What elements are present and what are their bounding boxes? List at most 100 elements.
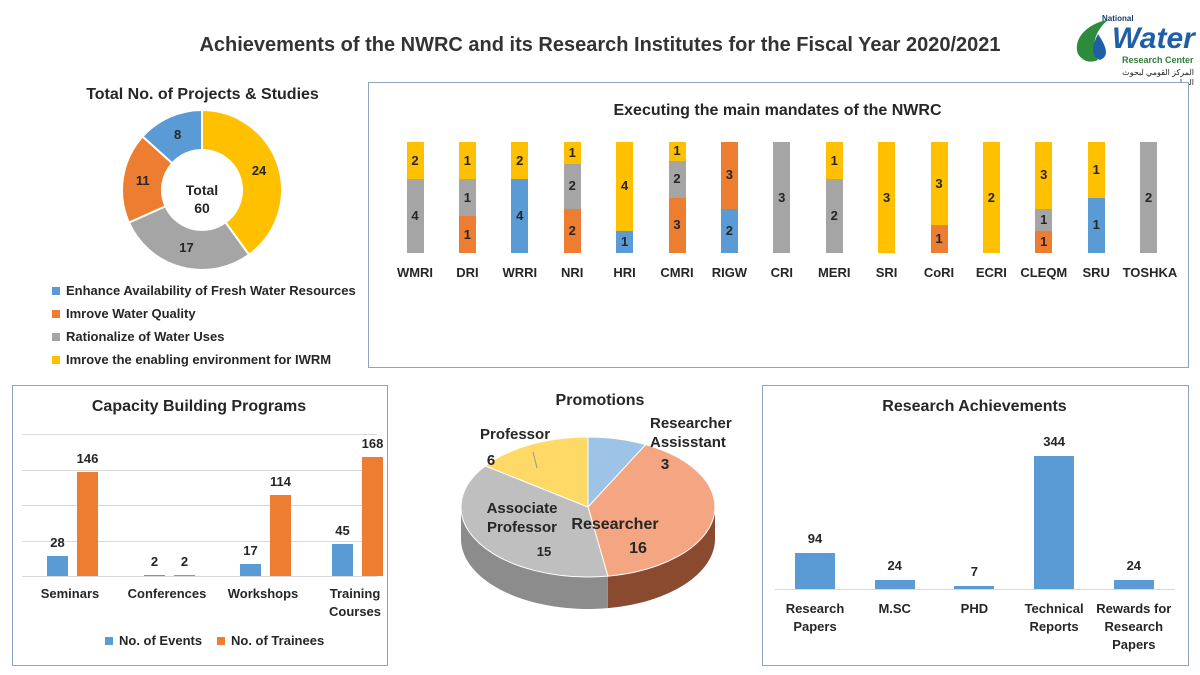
- segment-value-label: 1: [1040, 233, 1048, 249]
- category-label: CLEQM: [1020, 265, 1068, 280]
- gridline: [22, 469, 377, 471]
- segment-value-label: 3: [882, 189, 891, 205]
- projects-title: Total No. of Projects & Studies: [86, 86, 319, 103]
- stacked-bar-segment: [406, 142, 424, 179]
- stacked-bar-segment: [616, 142, 634, 231]
- category-label: CoRI: [923, 265, 955, 280]
- promotions-title: Promotions: [555, 392, 645, 409]
- bar-value-label: 45: [335, 523, 350, 539]
- stacked-bar-segment: [458, 179, 476, 216]
- category-label: Research Papers: [785, 601, 845, 634]
- stacked-bar-segment: [511, 142, 529, 179]
- category-label: Technical Reports: [1024, 601, 1084, 634]
- legend-label: Enhance Availability of Fresh Water Reso…: [66, 283, 356, 298]
- pie-category-label: Professor: [480, 426, 551, 443]
- category-label: Conferences: [127, 586, 207, 601]
- category-label: M.SC: [878, 601, 911, 616]
- bar-value-label: 24: [887, 557, 902, 573]
- logo-sub-text: Research Center: [1122, 55, 1194, 65]
- water-drop-logo-icon: [1076, 20, 1108, 62]
- stacked-bar-segment: [1035, 142, 1053, 209]
- segment-value-label: 1: [463, 152, 471, 168]
- research-bar: [954, 586, 995, 589]
- legend-swatch: [52, 355, 60, 364]
- pie-category-label: Associate Professor: [486, 500, 558, 536]
- stacked-bar-segment: [720, 208, 738, 253]
- stacked-bar-segment: [668, 160, 686, 198]
- legend-swatch: [217, 636, 225, 645]
- segment-value-label: 2: [516, 152, 524, 168]
- bar-events: [332, 544, 353, 576]
- category-label: CMRI: [660, 265, 694, 280]
- segment-value-label: 1: [463, 226, 471, 242]
- stacked-bar-segment: [1035, 208, 1053, 231]
- stacked-bar-segment: [825, 179, 843, 253]
- legend-swatch: [52, 309, 60, 318]
- gridline: [22, 505, 377, 506]
- category-label: Workshops: [227, 586, 299, 601]
- capacity-title: Capacity Building Programs: [91, 398, 307, 415]
- segment-value-label: 1: [1092, 161, 1100, 177]
- segment-value-label: 1: [463, 189, 471, 205]
- stacked-bar-segment: [563, 208, 581, 253]
- stacked-bar-segment: [1087, 142, 1105, 198]
- stacked-bar-segment: [668, 142, 686, 161]
- segment-value-label: 1: [1040, 211, 1048, 227]
- segment-value-label: 4: [620, 178, 629, 194]
- stacked-bar-segment: [458, 142, 476, 179]
- category-label: Rewards for Research Papers: [1096, 601, 1172, 652]
- logo-top-text: National: [1102, 14, 1134, 23]
- bar-trainees: [362, 456, 383, 576]
- donut-slice-label: 8: [173, 127, 182, 143]
- segment-value-label: 4: [516, 208, 524, 223]
- page-title: Achievements of the NWRC and its Researc…: [199, 34, 1001, 56]
- pie-value-label: 3: [660, 456, 670, 473]
- segment-value-label: 2: [725, 222, 733, 238]
- category-label: WRRI: [502, 265, 538, 280]
- stacked-bar-segment: [878, 142, 896, 253]
- segment-value-label: 1: [568, 145, 576, 161]
- pie-value-label: 15: [536, 544, 552, 559]
- bar-value-label: 24: [1126, 557, 1142, 573]
- bar-value-label: 28: [50, 535, 65, 551]
- stacked-bar-segment: [982, 142, 1000, 253]
- stacked-bar-segment: [930, 142, 948, 226]
- category-label: HRI: [613, 265, 636, 280]
- legend-item: Rationalize of Water Uses: [52, 329, 224, 344]
- donut-slice-label: 17: [179, 239, 194, 255]
- category-label: TOSHKA: [1122, 265, 1178, 280]
- bar-value-label: 146: [76, 451, 99, 467]
- category-label: SRU: [1082, 265, 1110, 280]
- legend-label: No. of Events: [119, 633, 203, 648]
- bar-value-label: 94: [807, 530, 823, 546]
- legend-swatch: [52, 286, 60, 295]
- bar-trainees: [77, 472, 98, 576]
- bar-events: [240, 563, 261, 576]
- segment-value-label: 2: [568, 178, 576, 194]
- legend-label: Imrove Water Quality: [66, 306, 196, 321]
- segment-value-label: 1: [620, 233, 629, 249]
- category-label: SRI: [875, 265, 898, 280]
- bar-events: [47, 556, 68, 576]
- category-label: NRI: [560, 265, 584, 280]
- donut-slice-label: 11: [135, 172, 150, 188]
- stacked-bar-segment: [1140, 142, 1158, 253]
- segment-value-label: 3: [725, 167, 733, 183]
- category-label: RIGW: [711, 265, 748, 280]
- legend-item: No. of Trainees: [217, 633, 324, 648]
- stacked-bar-segment: [825, 142, 843, 179]
- research-panel: [762, 385, 1189, 666]
- segment-value-label: 1: [830, 152, 838, 168]
- category-label: WMRI: [396, 265, 434, 280]
- segment-value-label: 2: [568, 222, 576, 238]
- segment-value-label: 2: [987, 189, 995, 205]
- gridline: [22, 434, 377, 435]
- gridline: [22, 540, 377, 542]
- bar-value-label: 114: [270, 474, 291, 490]
- pie-category-label: Researcher: [571, 516, 659, 533]
- segment-value-label: 1: [935, 231, 943, 247]
- stacked-bar-segment: [458, 216, 476, 253]
- pie-slice: [484, 436, 589, 508]
- leader-line: [532, 451, 538, 469]
- category-label: CRI: [770, 265, 793, 280]
